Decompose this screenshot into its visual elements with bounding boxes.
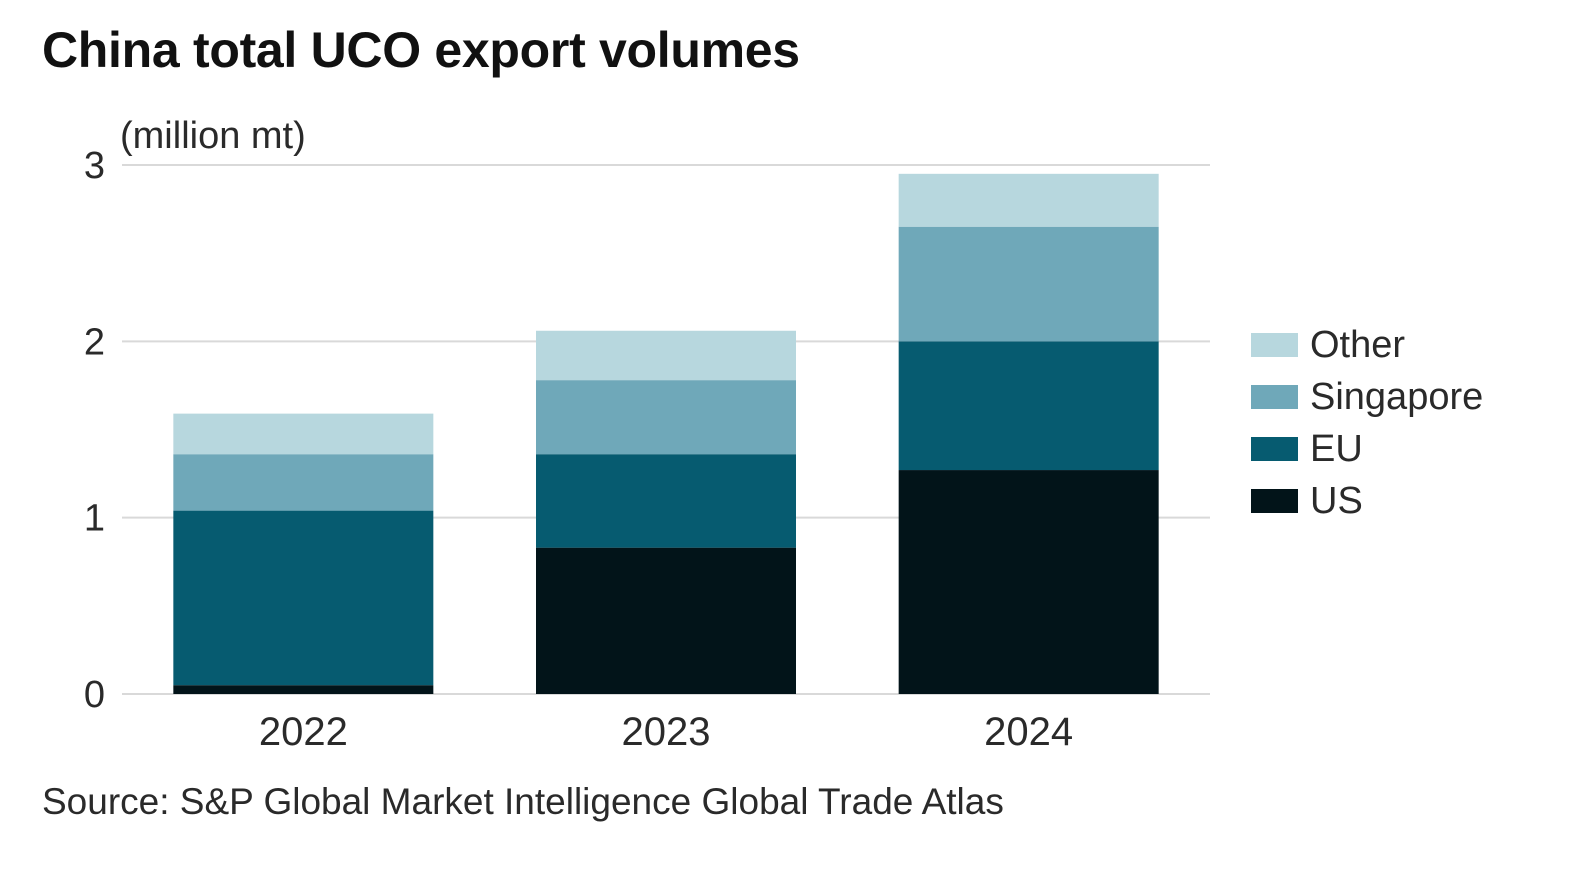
y-tick-label: 3 <box>84 145 105 187</box>
y-tick-label: 2 <box>84 321 105 363</box>
legend-label: US <box>1310 479 1363 522</box>
x-tick-label: 2023 <box>622 710 711 754</box>
bar-segment-singapore-2024 <box>898 226 1159 342</box>
x-tick-label: 2024 <box>984 710 1073 754</box>
legend-swatch <box>1251 489 1298 513</box>
bar-segment-eu-2023 <box>536 454 796 548</box>
bar-segment-other-2023 <box>536 330 796 381</box>
legend-swatch <box>1251 437 1298 461</box>
y-axis-ticks: 0 1 2 3 <box>84 145 105 716</box>
y-tick-label: 0 <box>84 674 105 716</box>
bar-segment-us-2024 <box>898 470 1159 694</box>
legend-label: Other <box>1310 323 1406 366</box>
x-axis-ticks: 2022 2023 2024 <box>259 710 1073 754</box>
x-tick-label: 2022 <box>259 710 348 754</box>
chart-title: China total UCO export volumes <box>42 22 800 78</box>
legend-item-eu: EU <box>1251 425 1363 473</box>
bar-segment-other-2024 <box>898 173 1159 227</box>
legend-swatch <box>1251 385 1298 409</box>
y-tick-label: 1 <box>84 498 105 540</box>
legend-item-singapore: Singapore <box>1251 373 1483 421</box>
bar-segment-other-2022 <box>173 413 434 455</box>
source-note: Source: S&P Global Market Intelligence G… <box>42 781 1004 822</box>
legend-label: Singapore <box>1310 375 1484 418</box>
bar-segment-singapore-2022 <box>173 454 434 511</box>
bar-segment-eu-2022 <box>173 510 434 686</box>
bar-segment-eu-2024 <box>898 341 1159 471</box>
legend-label: EU <box>1310 427 1363 470</box>
bar-segment-singapore-2023 <box>536 380 796 455</box>
y-axis-unit-label: (million mt) <box>120 115 306 157</box>
legend-item-us: US <box>1251 477 1363 525</box>
legend-swatch <box>1251 333 1298 357</box>
bar-segment-us-2022 <box>173 685 434 694</box>
legend-item-other: Other <box>1251 321 1405 369</box>
bar-segment-us-2023 <box>536 547 796 694</box>
bar-stacks <box>173 173 1159 694</box>
